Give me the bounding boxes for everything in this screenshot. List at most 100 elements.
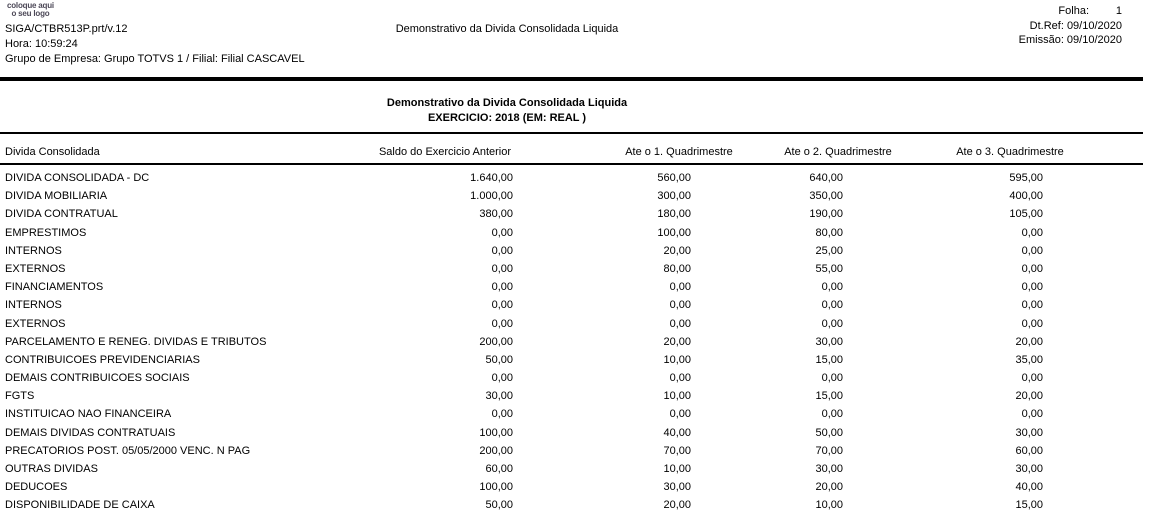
value-quadrimestre-3: 0,00 <box>1021 244 1043 257</box>
value-saldo-anterior: 200,00 <box>479 444 513 457</box>
row-label: PARCELAMENTO E RENEG. DIVIDAS E TRIBUTOS <box>5 335 267 348</box>
table-row: DIVIDA CONTRATUAL 380,00 180,00 190,00 1… <box>0 205 1157 223</box>
table-row: INTERNOS 0,00 20,00 25,00 0,00 <box>0 242 1157 260</box>
value-saldo-anterior: 0,00 <box>491 226 513 239</box>
value-quadrimestre-3: 30,00 <box>1015 463 1043 475</box>
table-row: EMPRESTIMOS 0,00 100,00 80,00 0,00 <box>0 224 1157 242</box>
value-saldo-anterior: 30,00 <box>485 390 513 403</box>
value-quadrimestre-1: 20,00 <box>663 335 691 348</box>
column-header-rule <box>0 163 1143 165</box>
section-subtitle: EXERCICIO: 2018 (EM: REAL ) <box>427 112 587 124</box>
value-quadrimestre-1: 10,00 <box>663 390 691 403</box>
row-label: EMPRESTIMOS <box>5 226 87 239</box>
value-quadrimestre-3: 0,00 <box>1021 372 1043 385</box>
table-body: DIVIDA CONSOLIDADA - DC 1.640,00 560,00 … <box>0 169 1157 515</box>
column-header-ate-2-quadrimestre: Ate o 2. Quadrimestre <box>784 146 892 158</box>
logo-placeholder: coloque aqui o seu logo <box>7 2 54 17</box>
table-row: PRECATORIOS POST. 05/05/2000 VENC. N PAG… <box>0 442 1157 460</box>
value-saldo-anterior: 380,00 <box>479 208 513 221</box>
value-quadrimestre-2: 25,00 <box>815 244 843 257</box>
value-quadrimestre-3: 60,00 <box>1015 444 1043 457</box>
value-saldo-anterior: 200,00 <box>479 335 513 348</box>
row-label: INTERNOS <box>5 244 62 257</box>
row-label: DEMAIS DIVIDAS CONTRATUAIS <box>5 426 176 439</box>
company-branch-line: Grupo de Empresa: Grupo TOTVS 1 / Filial… <box>5 53 305 65</box>
value-quadrimestre-1: 30,00 <box>663 481 691 494</box>
row-label: DEMAIS CONTRIBUICOES SOCIAIS <box>5 372 190 385</box>
table-row: DIVIDA CONSOLIDADA - DC 1.640,00 560,00 … <box>0 169 1157 187</box>
value-saldo-anterior: 1.000,00 <box>470 190 513 203</box>
page-number-label: Folha: <box>1058 5 1089 17</box>
value-saldo-anterior: 60,00 <box>485 463 513 475</box>
row-label: OUTRAS DIVIDAS <box>5 463 98 475</box>
row-label: FGTS <box>5 390 35 403</box>
value-saldo-anterior: 0,00 <box>491 244 513 257</box>
value-quadrimestre-2: 0,00 <box>821 281 843 294</box>
value-quadrimestre-2: 55,00 <box>815 262 843 275</box>
row-label: DEDUCOES <box>5 481 68 494</box>
value-quadrimestre-2: 0,00 <box>821 408 843 421</box>
row-label: PRECATORIOS POST. 05/05/2000 VENC. N PAG <box>5 444 251 457</box>
row-label: EXTERNOS <box>5 262 66 275</box>
row-label: DIVIDA MOBILIARIA <box>5 190 108 203</box>
page-info-block: Folha: 1 Dt.Ref: 09/10/2020 Emissão: 09/1… <box>1019 4 1122 48</box>
value-saldo-anterior: 0,00 <box>491 281 513 294</box>
value-quadrimestre-3: 20,00 <box>1015 390 1043 403</box>
value-quadrimestre-2: 190,00 <box>809 208 843 221</box>
table-header-row: Divida Consolidada Saldo do Exercicio An… <box>0 146 1157 162</box>
logo-placeholder-line1: coloque aqui <box>7 1 54 10</box>
value-quadrimestre-2: 0,00 <box>821 372 843 385</box>
column-header-divida-consolidada: Divida Consolidada <box>5 146 100 158</box>
row-label: INSTITUICAO NAO FINANCEIRA <box>5 408 172 421</box>
value-saldo-anterior: 0,00 <box>491 299 513 312</box>
row-label: FINANCIAMENTOS <box>5 281 104 294</box>
row-label: DIVIDA CONTRATUAL <box>5 208 118 221</box>
table-row: EXTERNOS 0,00 0,00 0,00 0,00 <box>0 315 1157 333</box>
value-quadrimestre-3: 0,00 <box>1021 317 1043 330</box>
value-quadrimestre-1: 100,00 <box>657 226 691 239</box>
reference-date: Dt.Ref: 09/10/2020 <box>1029 19 1122 32</box>
row-label: INTERNOS <box>5 299 62 312</box>
table-row: FINANCIAMENTOS 0,00 0,00 0,00 0,00 <box>0 278 1157 296</box>
value-quadrimestre-3: 15,00 <box>1015 499 1043 512</box>
value-saldo-anterior: 0,00 <box>491 372 513 385</box>
row-label: EXTERNOS <box>5 317 66 330</box>
header-divider-rule <box>0 77 1143 81</box>
table-row: INSTITUICAO NAO FINANCEIRA 0,00 0,00 0,0… <box>0 405 1157 423</box>
table-row: CONTRIBUICOES PREVIDENCIARIAS 50,00 10,0… <box>0 351 1157 369</box>
table-row: DEMAIS CONTRIBUICOES SOCIAIS 0,00 0,00 0… <box>0 369 1157 387</box>
value-quadrimestre-3: 0,00 <box>1021 299 1043 312</box>
table-row: DEMAIS DIVIDAS CONTRATUAIS 100,00 40,00 … <box>0 424 1157 442</box>
page-number-value: 1 <box>1115 5 1122 17</box>
value-quadrimestre-1: 10,00 <box>663 353 691 366</box>
value-quadrimestre-1: 10,00 <box>663 463 691 475</box>
value-quadrimestre-1: 80,00 <box>663 262 691 275</box>
emission-date: Emissão: 09/10/2020 <box>1018 34 1122 47</box>
value-quadrimestre-2: 0,00 <box>821 317 843 330</box>
value-quadrimestre-1: 20,00 <box>663 499 691 512</box>
value-quadrimestre-2: 30,00 <box>815 463 843 475</box>
value-quadrimestre-3: 0,00 <box>1021 262 1043 275</box>
value-quadrimestre-1: 20,00 <box>663 244 691 257</box>
report-header-title: Demonstrativo da Divida Consolidada Liqu… <box>395 23 619 35</box>
row-label: DIVIDA CONSOLIDADA - DC <box>5 172 150 184</box>
title-divider-rule <box>0 132 1143 134</box>
table-row: DIVIDA MOBILIARIA 1.000,00 300,00 350,00… <box>0 187 1157 205</box>
table-row: DISPONIBILIDADE DE CAIXA 50,00 20,00 10,… <box>0 496 1157 514</box>
value-quadrimestre-2: 15,00 <box>815 353 843 366</box>
table-row: EXTERNOS 0,00 80,00 55,00 0,00 <box>0 260 1157 278</box>
value-quadrimestre-2: 80,00 <box>815 226 843 239</box>
table-row: PARCELAMENTO E RENEG. DIVIDAS E TRIBUTOS… <box>0 333 1157 351</box>
value-saldo-anterior: 0,00 <box>491 408 513 421</box>
value-quadrimestre-1: 70,00 <box>663 444 691 457</box>
value-quadrimestre-1: 0,00 <box>669 372 691 385</box>
value-quadrimestre-3: 0,00 <box>1021 226 1043 239</box>
value-quadrimestre-2: 50,00 <box>815 426 843 439</box>
value-quadrimestre-2: 20,00 <box>815 481 843 494</box>
row-label: CONTRIBUICOES PREVIDENCIARIAS <box>5 353 200 366</box>
value-quadrimestre-3: 0,00 <box>1021 281 1043 294</box>
value-quadrimestre-1: 40,00 <box>663 426 691 439</box>
column-header-ate-1-quadrimestre: Ate o 1. Quadrimestre <box>625 146 733 158</box>
value-quadrimestre-2: 0,00 <box>821 299 843 312</box>
